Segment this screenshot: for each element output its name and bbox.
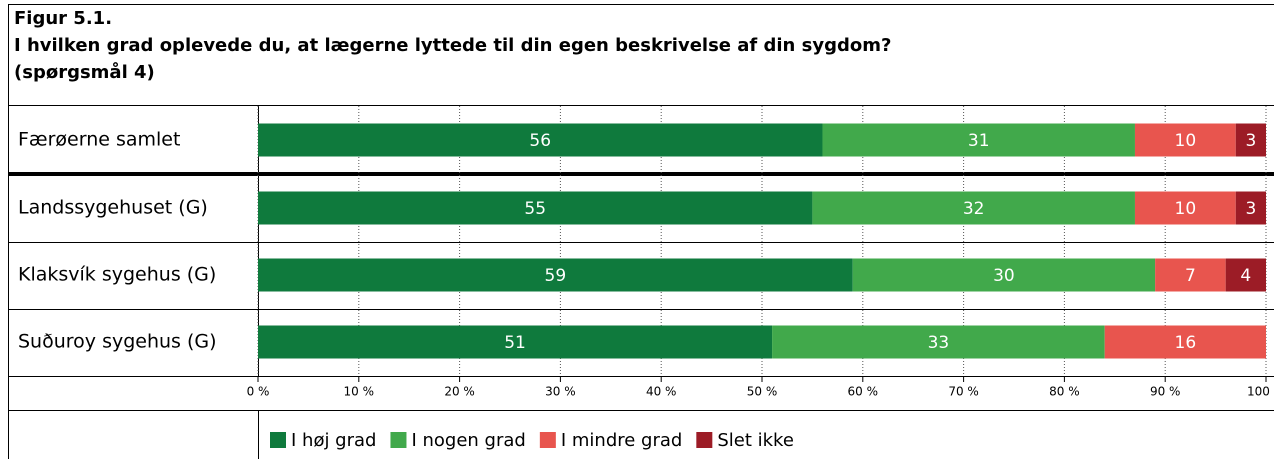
- x-tick-label: 0 %: [247, 385, 270, 399]
- legend-label: I høj grad: [291, 430, 376, 451]
- x-tick-label: 70 %: [948, 385, 979, 399]
- data-label: 3: [1245, 199, 1256, 219]
- legend-swatch: [696, 432, 713, 448]
- data-label: 55: [524, 199, 546, 219]
- data-label: 59: [545, 266, 567, 286]
- x-tick-label: 100 %: [1247, 385, 1274, 399]
- x-tick-label: 30 %: [545, 385, 576, 399]
- bar-segment: [258, 258, 853, 292]
- category-label: Klaksvík sygehus (G): [18, 264, 216, 286]
- legend-swatch: [390, 432, 407, 448]
- bar-segment: [1235, 123, 1266, 157]
- x-tick-label: 80 %: [1049, 385, 1080, 399]
- legend-label: Slet ikke: [717, 430, 794, 451]
- data-label: 10: [1175, 131, 1197, 151]
- bar-segment: [812, 191, 1135, 225]
- x-tick-label: 90 %: [1150, 385, 1181, 399]
- legend-label: I mindre grad: [561, 430, 682, 451]
- bar-segment: [1225, 258, 1266, 292]
- figure-label: Figur 5.1.: [14, 8, 112, 29]
- x-tick-label: 60 %: [848, 385, 879, 399]
- bar-segment: [852, 258, 1156, 292]
- legend-swatch: [539, 432, 556, 448]
- bar-segment: [1104, 325, 1266, 359]
- data-label: 31: [968, 131, 990, 151]
- frame: [8, 4, 1274, 459]
- data-label: 3: [1245, 131, 1256, 151]
- bar-segment: [258, 191, 813, 225]
- bar-segment: [1134, 191, 1236, 225]
- bar-segment: [1155, 258, 1226, 292]
- chart-subtitle: (spørgsmål 4): [14, 61, 155, 83]
- data-label: 32: [963, 199, 985, 219]
- bar-segment: [1235, 191, 1266, 225]
- legend-swatch: [270, 432, 286, 448]
- x-tick-label: 50 %: [747, 385, 778, 399]
- data-label: 56: [529, 131, 551, 151]
- x-tick-label: 40 %: [646, 385, 677, 399]
- bar-segment: [258, 325, 773, 359]
- category-label: Suðuroy sygehus (G): [18, 331, 217, 353]
- data-label: 7: [1185, 266, 1196, 286]
- bar-segment: [772, 325, 1105, 359]
- data-label: 16: [1175, 333, 1197, 353]
- data-label: 10: [1175, 199, 1197, 219]
- category-label: Færøerne samlet: [18, 129, 180, 151]
- chart-title: I hvilken grad oplevede du, at lægerne l…: [14, 35, 891, 56]
- bar-segment: [1134, 123, 1236, 157]
- data-label: 4: [1240, 266, 1251, 286]
- data-label: 51: [504, 333, 526, 353]
- data-label: 33: [928, 333, 950, 353]
- bar-segment: [822, 123, 1135, 157]
- legend-label: I nogen grad: [411, 430, 525, 451]
- category-label: Landssygehuset (G): [18, 197, 208, 219]
- data-label: 30: [993, 266, 1015, 286]
- x-tick-label: 10 %: [344, 385, 375, 399]
- bar-segment: [258, 123, 823, 157]
- x-tick-label: 20 %: [444, 385, 475, 399]
